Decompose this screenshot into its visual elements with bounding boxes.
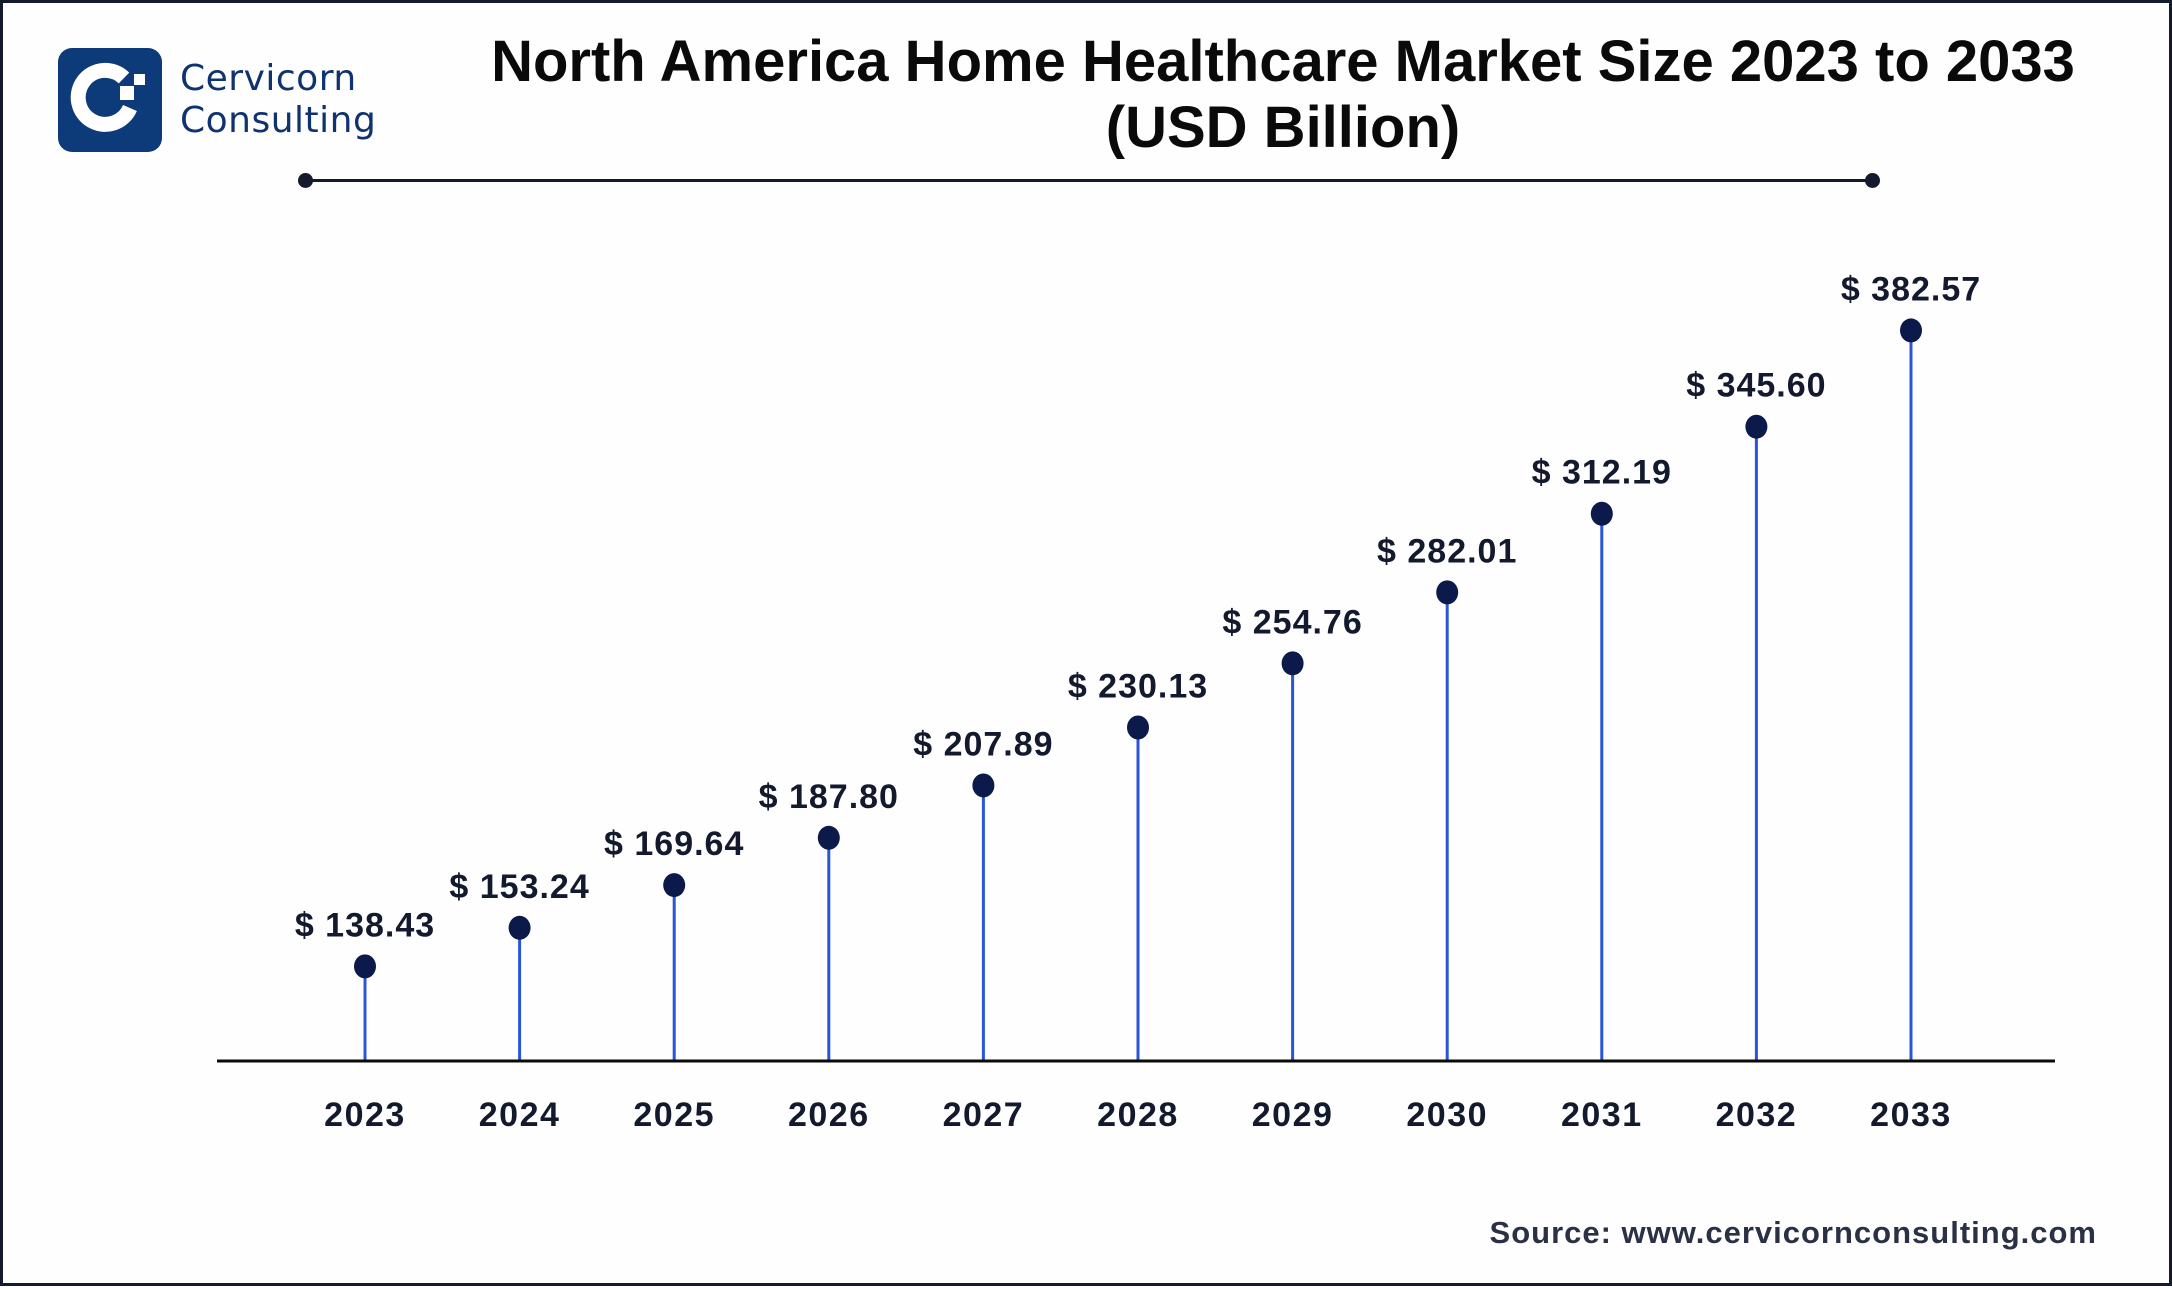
data-point-2025 <box>663 873 686 898</box>
data-point-2024 <box>508 915 531 940</box>
data-label-2028: $ 230.13 <box>1068 668 1208 706</box>
x-tick-label-2028: 2028 <box>1097 1096 1179 1134</box>
brand-logo: Cervicorn Consulting <box>58 48 376 152</box>
data-label-2023: $ 138.43 <box>295 906 435 944</box>
title-divider <box>298 173 1880 188</box>
x-tick-label-2025: 2025 <box>633 1096 715 1134</box>
x-tick-label-2029: 2029 <box>1252 1096 1334 1134</box>
x-tick-label-2027: 2027 <box>943 1096 1025 1134</box>
data-point-2028 <box>1127 715 1149 740</box>
data-label-2027: $ 207.89 <box>913 725 1053 763</box>
cervicorn-c-logo-icon <box>58 48 162 152</box>
data-label-2025: $ 169.64 <box>604 825 744 863</box>
chart-subtitle: (USD Billion) <box>1105 95 1461 160</box>
x-tick-label-2032: 2032 <box>1716 1096 1798 1134</box>
data-label-2032: $ 345.60 <box>1686 367 1826 405</box>
data-point-2029 <box>1281 651 1304 676</box>
x-tick-label-2033: 2033 <box>1870 1096 1952 1134</box>
brand-name-line1: Cervicorn <box>180 58 357 99</box>
brand-name-line2: Consulting <box>180 100 377 141</box>
data-label-2029: $ 254.76 <box>1222 603 1362 641</box>
data-point-2032 <box>1745 414 1768 439</box>
x-tick-label-2024: 2024 <box>479 1096 561 1134</box>
data-point-2026 <box>817 825 840 850</box>
data-point-2023 <box>354 954 376 979</box>
chart-title-block: North America Home Healthcare Market Siz… <box>383 29 2172 161</box>
data-label-2026: $ 187.80 <box>759 778 899 816</box>
chart-title: North America Home Healthcare Market Siz… <box>491 29 2075 94</box>
data-point-2031 <box>1590 501 1613 526</box>
lollipop-chart: $ 138.43 $ 153.24 $ 169.64 $ 187.80 $ 207.89… <box>217 270 2055 1134</box>
data-label-2033: $ 382.57 <box>1841 270 1981 308</box>
data-label-2024: $ 153.24 <box>449 868 589 906</box>
x-tick-label-2026: 2026 <box>788 1096 870 1134</box>
data-label-2030: $ 282.01 <box>1377 532 1517 570</box>
x-tick-label-2030: 2030 <box>1406 1096 1488 1134</box>
data-point-2033 <box>1900 318 1922 343</box>
data-label-2031: $ 312.19 <box>1532 454 1672 492</box>
data-point-2030 <box>1436 580 1459 605</box>
data-point-2027 <box>972 773 995 798</box>
brand-name: Cervicorn Consulting <box>180 58 376 142</box>
x-tick-label-2031: 2031 <box>1561 1096 1643 1134</box>
x-tick-label-2023: 2023 <box>324 1096 406 1134</box>
source-credit: Source: www.cervicornconsulting.com <box>1489 1215 2097 1250</box>
